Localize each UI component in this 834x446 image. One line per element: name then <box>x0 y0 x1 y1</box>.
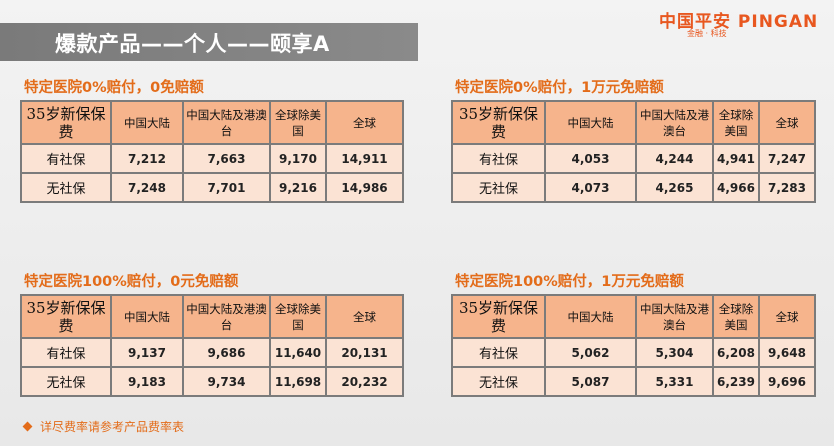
section-title-1: 特定医院0%赔付，0免赔额 <box>24 80 204 96</box>
cell-value: 9,137 <box>110 337 184 368</box>
row-label: 有社保 <box>451 143 546 174</box>
table-row: 无社保 9,183 9,734 11,698 20,232 <box>20 366 404 397</box>
cell-value: 4,053 <box>544 143 637 174</box>
page-title: 爆款产品——个人——颐享A <box>55 32 330 56</box>
header-global-ex-us: 全球除美国 <box>269 100 327 145</box>
table-row: 有社保 9,137 9,686 11,640 20,131 <box>20 337 404 368</box>
premium-table-3: 35岁新保保费 中国大陆 中国大陆及港澳台 全球除美国 全球 有社保 9,137… <box>20 294 404 397</box>
cell-value: 4,941 <box>712 143 760 174</box>
section-title-4: 特定医院100%赔付，1万元免赔额 <box>455 274 684 290</box>
table-header-row: 35岁新保保费 中国大陆 中国大陆及港澳台 全球除美国 全球 <box>20 100 404 145</box>
row-label: 无社保 <box>20 172 112 203</box>
cell-value: 9,734 <box>182 366 271 397</box>
header-global-ex-us: 全球除美国 <box>269 294 327 339</box>
cell-value: 7,663 <box>182 143 271 174</box>
cell-value: 9,183 <box>110 366 184 397</box>
premium-table-2: 35岁新保保费 中国大陆 中国大陆及港澳台 全球除美国 全球 有社保 4,053… <box>451 100 816 203</box>
header-mainland-hkmt: 中国大陆及港澳台 <box>635 100 714 145</box>
cell-value: 9,216 <box>269 172 327 203</box>
cell-value: 9,648 <box>758 337 816 368</box>
table-row: 无社保 7,248 7,701 9,216 14,986 <box>20 172 404 203</box>
cell-value: 11,698 <box>269 366 327 397</box>
cell-value: 14,911 <box>325 143 404 174</box>
cell-value: 4,966 <box>712 172 760 203</box>
cell-value: 14,986 <box>325 172 404 203</box>
cell-value: 5,062 <box>544 337 637 368</box>
row-label: 无社保 <box>451 366 546 397</box>
cell-value: 5,087 <box>544 366 637 397</box>
cell-value: 9,686 <box>182 337 271 368</box>
premium-table-4: 35岁新保保费 中国大陆 中国大陆及港澳台 全球除美国 全球 有社保 5,062… <box>451 294 816 397</box>
table-row: 有社保 4,053 4,244 4,941 7,247 <box>451 143 816 174</box>
row-label: 有社保 <box>451 337 546 368</box>
header-age: 35岁新保保费 <box>451 100 546 145</box>
cell-value: 4,265 <box>635 172 714 203</box>
header-mainland-hkmt: 中国大陆及港澳台 <box>635 294 714 339</box>
header-mainland: 中国大陆 <box>110 100 184 145</box>
pingan-logo: 中国平安 PINGAN 金融 · 科技 <box>659 7 824 41</box>
table-header-row: 35岁新保保费 中国大陆 中国大陆及港澳台 全球除美国 全球 <box>20 294 404 339</box>
header-global: 全球 <box>325 100 404 145</box>
header-mainland: 中国大陆 <box>544 294 637 339</box>
cell-value: 6,239 <box>712 366 760 397</box>
header-mainland-hkmt: 中国大陆及港澳台 <box>182 100 271 145</box>
section-title-2: 特定医院0%赔付，1万元免赔额 <box>455 80 664 96</box>
header-age: 35岁新保保费 <box>20 100 112 145</box>
header-global-ex-us: 全球除美国 <box>712 100 760 145</box>
header-mainland-hkmt: 中国大陆及港澳台 <box>182 294 271 339</box>
cell-value: 5,304 <box>635 337 714 368</box>
footnote-text: 详尽费率请参考产品费率表 <box>40 420 185 434</box>
header-global-ex-us: 全球除美国 <box>712 294 760 339</box>
table-row: 无社保 4,073 4,265 4,966 7,283 <box>451 172 816 203</box>
row-label: 有社保 <box>20 143 112 174</box>
footnote: 详尽费率请参考产品费率表 <box>22 418 185 435</box>
row-label: 无社保 <box>20 366 112 397</box>
premium-table-1: 35岁新保保费 中国大陆 中国大陆及港澳台 全球除美国 全球 有社保 7,212… <box>20 100 404 203</box>
logo-text: 中国平安 PINGAN <box>659 12 819 32</box>
cell-value: 20,232 <box>325 366 404 397</box>
section-title-3: 特定医院100%赔付，0元免赔额 <box>24 274 239 290</box>
title-bar <box>0 23 418 61</box>
cell-value: 11,640 <box>269 337 327 368</box>
table-header-row: 35岁新保保费 中国大陆 中国大陆及港澳台 全球除美国 全球 <box>451 294 816 339</box>
cell-value: 4,244 <box>635 143 714 174</box>
cell-value: 7,248 <box>110 172 184 203</box>
cell-value: 9,696 <box>758 366 816 397</box>
cell-value: 4,073 <box>544 172 637 203</box>
header-global: 全球 <box>758 294 816 339</box>
header-global: 全球 <box>325 294 404 339</box>
table-row: 无社保 5,087 5,331 6,239 9,696 <box>451 366 816 397</box>
cell-value: 9,170 <box>269 143 327 174</box>
header-mainland: 中国大陆 <box>110 294 184 339</box>
header-age: 35岁新保保费 <box>20 294 112 339</box>
cell-value: 7,212 <box>110 143 184 174</box>
cell-value: 7,701 <box>182 172 271 203</box>
cell-value: 6,208 <box>712 337 760 368</box>
logo-tagline: 金融 · 科技 <box>687 29 727 38</box>
cell-value: 7,283 <box>758 172 816 203</box>
cell-value: 7,247 <box>758 143 816 174</box>
diamond-bullet-icon <box>22 421 33 432</box>
table-row: 有社保 5,062 5,304 6,208 9,648 <box>451 337 816 368</box>
cell-value: 20,131 <box>325 337 404 368</box>
header-mainland: 中国大陆 <box>544 100 637 145</box>
header-global: 全球 <box>758 100 816 145</box>
table-row: 有社保 7,212 7,663 9,170 14,911 <box>20 143 404 174</box>
header-age: 35岁新保保费 <box>451 294 546 339</box>
row-label: 有社保 <box>20 337 112 368</box>
row-label: 无社保 <box>451 172 546 203</box>
table-header-row: 35岁新保保费 中国大陆 中国大陆及港澳台 全球除美国 全球 <box>451 100 816 145</box>
cell-value: 5,331 <box>635 366 714 397</box>
